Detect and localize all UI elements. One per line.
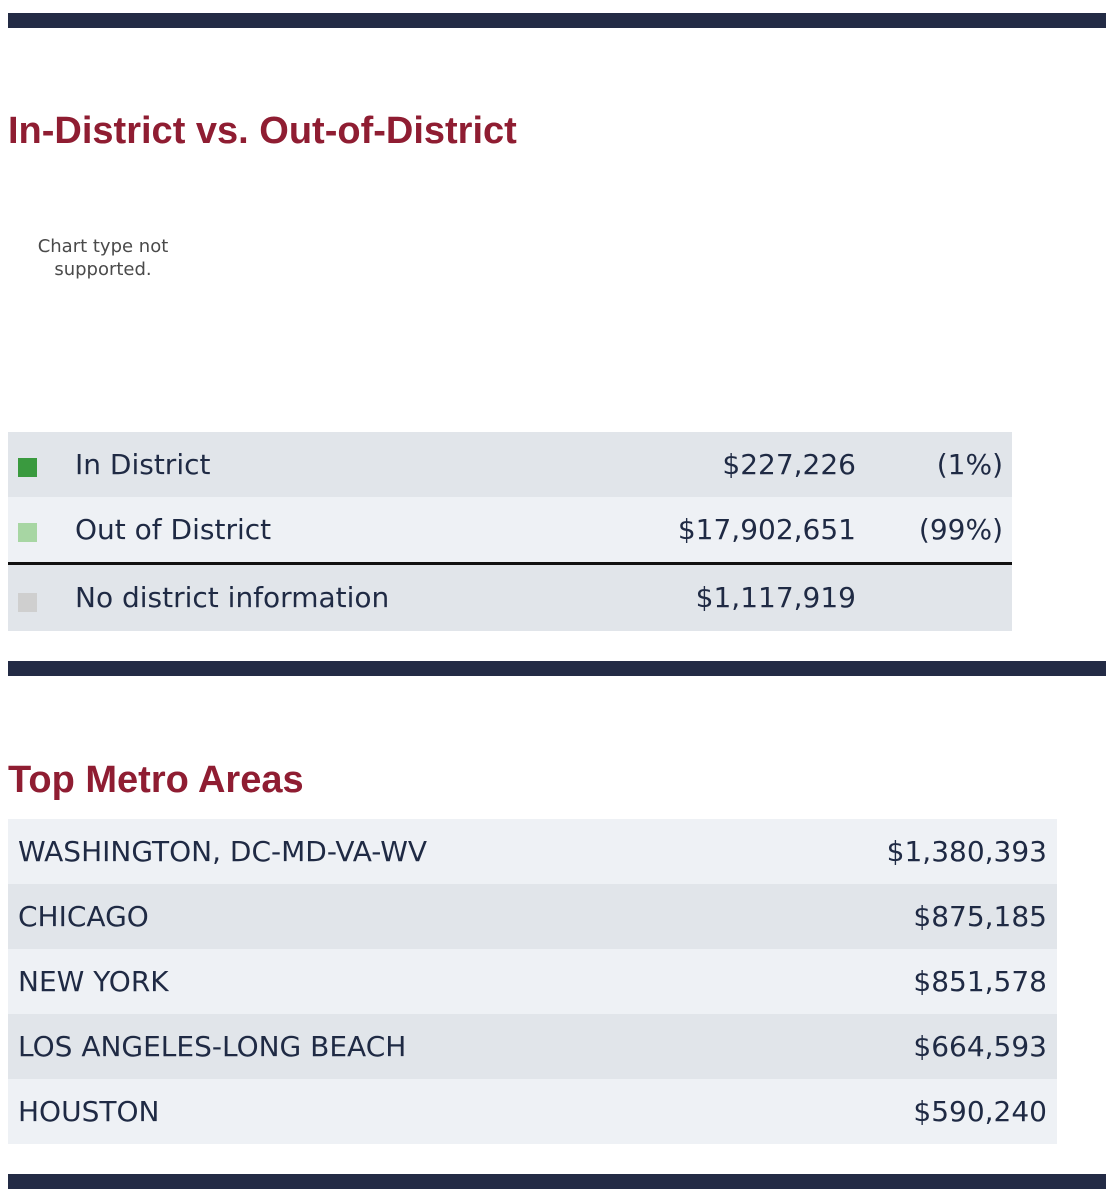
district-row-amount: $227,226 xyxy=(722,448,856,481)
district-row-out-of-district: Out of District $17,902,651 (99%) xyxy=(8,497,1012,562)
section-divider-bottom xyxy=(8,1174,1106,1189)
metro-amount: $590,240 xyxy=(913,1095,1047,1128)
metro-name: WASHINGTON, DC-MD-VA-WV xyxy=(18,835,428,868)
section-title-metro-areas: Top Metro Areas xyxy=(8,759,304,801)
metro-row: WASHINGTON, DC-MD-VA-WV $1,380,393 xyxy=(8,819,1057,884)
metro-amount: $664,593 xyxy=(913,1030,1047,1063)
metro-areas-table: WASHINGTON, DC-MD-VA-WV $1,380,393 CHICA… xyxy=(8,819,1057,1144)
chart-unsupported-message: Chart type not supported. xyxy=(37,236,169,280)
legend-swatch-out-of-district xyxy=(18,523,37,542)
metro-amount: $1,380,393 xyxy=(886,835,1047,868)
metro-name: NEW YORK xyxy=(18,965,169,998)
district-breakdown-table: In District $227,226 (1%) Out of Distric… xyxy=(8,432,1012,631)
district-row-percent: (1%) xyxy=(936,448,1003,481)
section-title-in-district: In-District vs. Out-of-District xyxy=(8,110,517,152)
metro-row: LOS ANGELES-LONG BEACH $664,593 xyxy=(8,1014,1057,1079)
metro-row: HOUSTON $590,240 xyxy=(8,1079,1057,1144)
district-row-label: No district information xyxy=(75,581,390,614)
district-row-label: In District xyxy=(75,448,211,481)
metro-amount: $851,578 xyxy=(913,965,1047,998)
metro-amount: $875,185 xyxy=(913,900,1047,933)
legend-swatch-in-district xyxy=(18,458,37,477)
section-divider-middle xyxy=(8,661,1106,676)
metro-row: NEW YORK $851,578 xyxy=(8,949,1057,1014)
district-row-percent: (99%) xyxy=(918,513,1003,546)
metro-row: CHICAGO $875,185 xyxy=(8,884,1057,949)
section-divider-top xyxy=(8,13,1106,28)
district-row-amount: $1,117,919 xyxy=(695,581,856,614)
district-row-label: Out of District xyxy=(75,513,272,546)
district-row-no-info: No district information $1,117,919 xyxy=(8,562,1012,631)
district-row-in-district: In District $227,226 (1%) xyxy=(8,432,1012,497)
metro-name: LOS ANGELES-LONG BEACH xyxy=(18,1030,407,1063)
district-row-amount: $17,902,651 xyxy=(677,513,856,546)
legend-swatch-no-info xyxy=(18,593,37,612)
metro-name: CHICAGO xyxy=(18,900,149,933)
metro-name: HOUSTON xyxy=(18,1095,160,1128)
